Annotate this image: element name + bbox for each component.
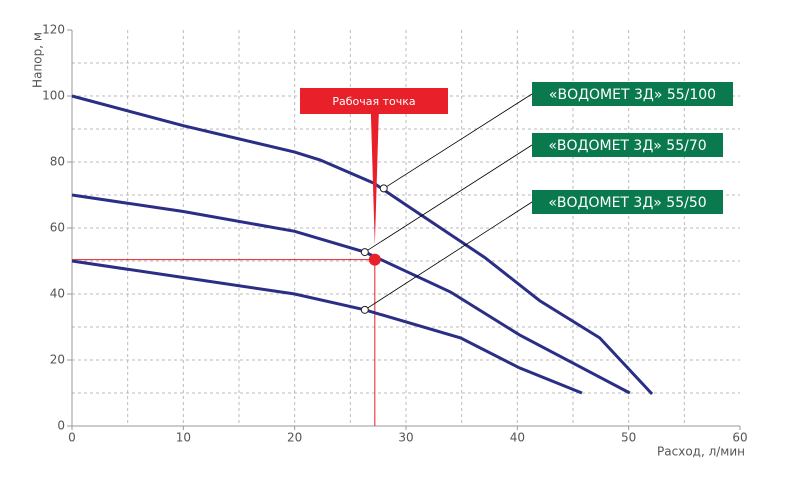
y-tick-label: 20 — [50, 353, 65, 367]
working-label: Рабочая точка — [332, 95, 415, 108]
callout-line — [364, 201, 533, 311]
y-tick-label: 80 — [50, 155, 65, 169]
legend-label: «ВОДОМЕТ 3Д» 55/70 — [548, 138, 706, 154]
x-tick-label: 50 — [621, 431, 636, 445]
x-tick-label: 10 — [176, 431, 191, 445]
x-tick-label: 30 — [398, 431, 413, 445]
callout-line — [383, 93, 533, 189]
pointer — [370, 112, 379, 246]
x-tick-label: 60 — [732, 431, 747, 445]
x-tick-label: 20 — [287, 431, 302, 445]
legend-label: «ВОДОМЕТ 3Д» 55/100 — [549, 87, 716, 103]
curve — [71, 94, 654, 396]
series-label-box — [532, 133, 723, 157]
y-tick-label: 40 — [50, 287, 65, 301]
y-axis-title: Напор, м — [31, 32, 45, 88]
series-label-box — [532, 82, 733, 106]
y-tick-label: 0 — [57, 419, 65, 433]
y-tick-label: 100 — [42, 89, 65, 103]
working-point — [368, 253, 381, 266]
legend-label: «ВОДОМЕТ 3Д» 55/50 — [548, 195, 706, 211]
y-tick-label: 60 — [50, 221, 65, 235]
callout-point — [360, 248, 369, 257]
series-label-box — [532, 190, 723, 214]
callout-line — [364, 144, 533, 253]
callout-point — [360, 305, 369, 314]
callout-point — [379, 184, 388, 193]
working-label-box — [300, 88, 448, 114]
x-tick-label: 40 — [510, 431, 525, 445]
y-tick-label: 120 — [42, 23, 65, 37]
x-axis-title: Расход, л/мин — [657, 445, 745, 459]
x-tick-label: 0 — [68, 431, 76, 445]
